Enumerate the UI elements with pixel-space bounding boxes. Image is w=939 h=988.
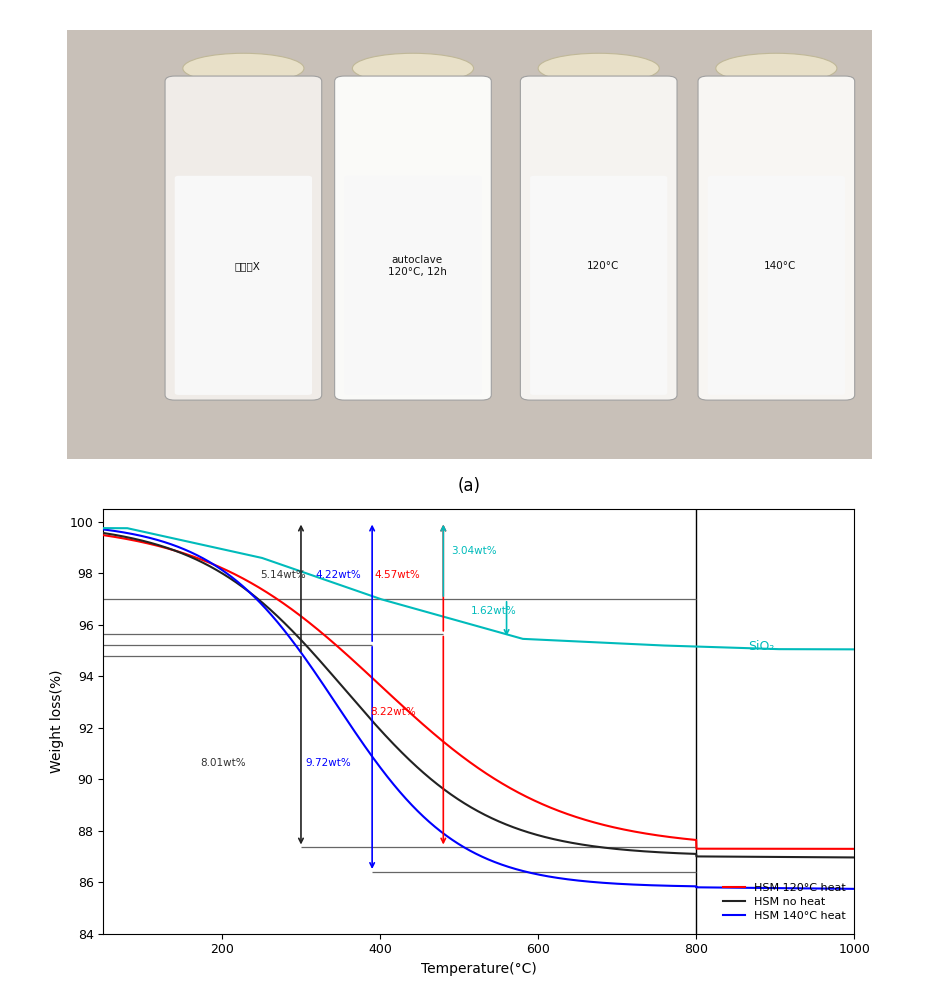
Text: autoclave
120°C, 12h: autoclave 120°C, 12h (388, 255, 446, 277)
Y-axis label: Weight loss(%): Weight loss(%) (50, 670, 64, 773)
FancyBboxPatch shape (175, 176, 312, 395)
Text: 140°C: 140°C (764, 261, 796, 271)
FancyBboxPatch shape (68, 31, 871, 458)
FancyBboxPatch shape (334, 76, 491, 400)
Ellipse shape (538, 53, 659, 83)
FancyBboxPatch shape (345, 176, 482, 395)
FancyBboxPatch shape (165, 76, 322, 400)
Text: 8.01wt%: 8.01wt% (200, 758, 245, 768)
Ellipse shape (183, 53, 304, 83)
FancyBboxPatch shape (520, 76, 677, 400)
Ellipse shape (352, 53, 473, 83)
Text: 4.22wt%: 4.22wt% (316, 570, 361, 580)
FancyBboxPatch shape (708, 176, 845, 395)
Text: 1.62wt%: 1.62wt% (471, 606, 516, 616)
Legend: HSM 120°C heat, HSM no heat, HSM 140°C heat: HSM 120°C heat, HSM no heat, HSM 140°C h… (719, 879, 849, 924)
Text: 3.04wt%: 3.04wt% (452, 546, 497, 556)
Text: 8.22wt%: 8.22wt% (371, 707, 416, 717)
Text: SiO₂: SiO₂ (747, 640, 774, 653)
Text: 9.72wt%: 9.72wt% (306, 758, 351, 768)
FancyBboxPatch shape (698, 76, 854, 400)
X-axis label: Temperature(°C): Temperature(°C) (421, 962, 537, 976)
FancyBboxPatch shape (531, 176, 668, 395)
Text: 열처리X: 열처리X (235, 261, 260, 271)
Text: 120°C: 120°C (587, 261, 619, 271)
Text: 5.14wt%: 5.14wt% (260, 570, 305, 580)
Ellipse shape (716, 53, 837, 83)
Text: 4.57wt%: 4.57wt% (375, 570, 421, 580)
Text: (a): (a) (458, 476, 481, 495)
